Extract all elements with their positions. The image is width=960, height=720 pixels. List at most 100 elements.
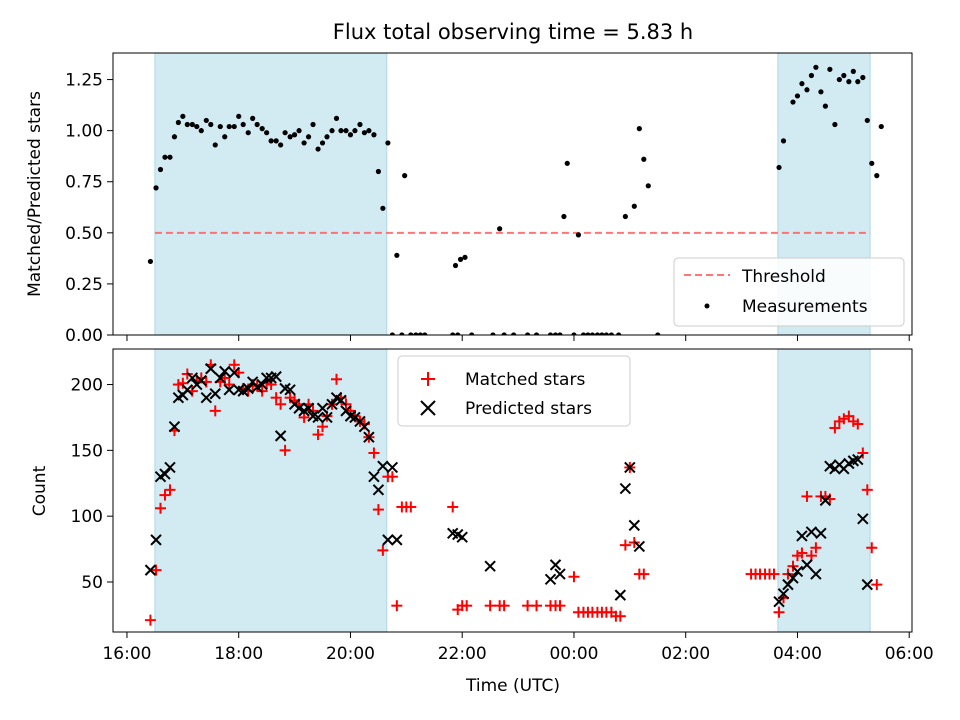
measurement-point: [564, 160, 570, 166]
predicted-star-point: [628, 519, 641, 532]
predicted-star-point: [223, 384, 235, 396]
measurement-point: [259, 126, 265, 132]
matched-star-point: [461, 600, 473, 612]
measurement-point: [580, 332, 587, 335]
predicted-star-point: [200, 391, 213, 404]
bottom-y-tick-label: 100: [71, 507, 103, 527]
legend-predicted-swatch: [420, 400, 436, 416]
measurement-point: [366, 128, 372, 134]
matched-star-point: [498, 600, 510, 612]
predicted-star-point: [228, 366, 240, 379]
measurement-point: [375, 168, 382, 175]
measurement-point: [153, 185, 159, 191]
legend-measurements-swatch: [704, 303, 710, 309]
measurement-point: [399, 332, 405, 335]
top-y-tick-label: 0.25: [65, 275, 103, 295]
predicted-star-point: [777, 588, 790, 600]
matched-star-point: [177, 377, 189, 389]
predicted-star-point: [363, 431, 375, 443]
measurement-point: [878, 123, 884, 130]
matched-star-point: [768, 568, 780, 580]
predicted-star-point: [801, 559, 813, 571]
matched-star-point: [368, 447, 380, 459]
matched-star-point: [838, 413, 850, 425]
bottom-shaded-region: [154, 349, 388, 632]
measurement-point: [240, 121, 246, 128]
matched-star-point: [209, 405, 221, 417]
matched-star-point: [484, 600, 496, 612]
predicted-star-point: [544, 573, 557, 586]
matched-star-point: [330, 373, 342, 385]
measurement-point: [324, 134, 330, 140]
matched-star-point: [386, 471, 398, 483]
x-tick-label: 06:00: [885, 644, 934, 664]
measurement-point: [184, 121, 190, 128]
measurement-point: [264, 130, 270, 136]
top-y-tick-label: 0.50: [65, 224, 103, 244]
measurement-point: [333, 115, 340, 121]
measurement-point: [371, 132, 377, 138]
measurement-point: [343, 128, 349, 134]
measurement-point: [533, 332, 540, 335]
measurement-point: [250, 115, 256, 121]
measurement-point: [641, 156, 647, 162]
predicted-star-point: [358, 420, 371, 433]
top-y-tick-label: 0.00: [65, 326, 103, 346]
predicted-star-point: [549, 559, 562, 571]
matched-star-point: [154, 502, 166, 514]
predicted-star-point: [270, 370, 282, 383]
predicted-star-point: [195, 374, 207, 387]
top-legend-box: [673, 257, 905, 327]
measurement-point: [874, 173, 880, 179]
measurement-point: [827, 66, 833, 72]
measurement-point: [389, 332, 395, 335]
legend-matched-swatch: [421, 372, 435, 386]
matched-star-point: [270, 392, 282, 404]
predicted-star-point: [456, 531, 468, 543]
predicted-star-point: [150, 534, 162, 546]
measurement-point: [450, 332, 456, 335]
predicted-star-point: [368, 470, 380, 483]
measurement-point: [836, 76, 842, 83]
predicted-star-point: [484, 560, 496, 572]
measurement-point: [832, 121, 838, 128]
measurement-point: [622, 213, 628, 220]
measurement-point: [380, 205, 386, 211]
chart-title: Flux total observing time = 5.83 h: [333, 20, 693, 44]
measurement-point: [608, 332, 614, 335]
measurement-point: [245, 130, 251, 136]
measurement-point: [776, 164, 782, 171]
matched-star-point: [614, 610, 626, 622]
measurement-point: [291, 132, 298, 138]
measurement-point: [422, 332, 428, 335]
matched-star-point: [829, 422, 841, 434]
measurement-point: [571, 332, 577, 335]
measurement-point: [394, 252, 400, 258]
measurement-point: [189, 121, 195, 128]
measurement-point: [636, 126, 642, 132]
measurement-point: [497, 226, 503, 232]
predicted-star-point: [773, 596, 785, 608]
predicted-star-point: [284, 384, 296, 396]
bottom-legend: Matched stars Predicted stars: [397, 355, 631, 427]
measurement-point: [310, 121, 316, 128]
bottom-legend-box: [397, 355, 631, 427]
x-tick-label: 20:00: [326, 644, 375, 664]
predicted-star-point: [219, 365, 231, 378]
measurement-point: [552, 332, 559, 335]
measurement-point: [417, 332, 423, 335]
matched-star-point: [279, 444, 291, 456]
matched-star-point: [871, 579, 883, 591]
measurement-point: [217, 123, 223, 130]
predicted-star-point: [372, 484, 385, 496]
measurement-point: [157, 166, 164, 173]
measurement-point: [212, 142, 218, 148]
measurement-point: [338, 128, 344, 134]
measurement-point: [524, 332, 531, 335]
x-axis-label: Time (UTC): [465, 676, 560, 696]
bottom-y-tick-label: 200: [71, 376, 103, 396]
predicted-star-point: [159, 468, 171, 480]
measurement-point: [282, 130, 288, 136]
legend-threshold-label: Threshold: [741, 267, 826, 287]
matched-star-point: [405, 501, 417, 513]
